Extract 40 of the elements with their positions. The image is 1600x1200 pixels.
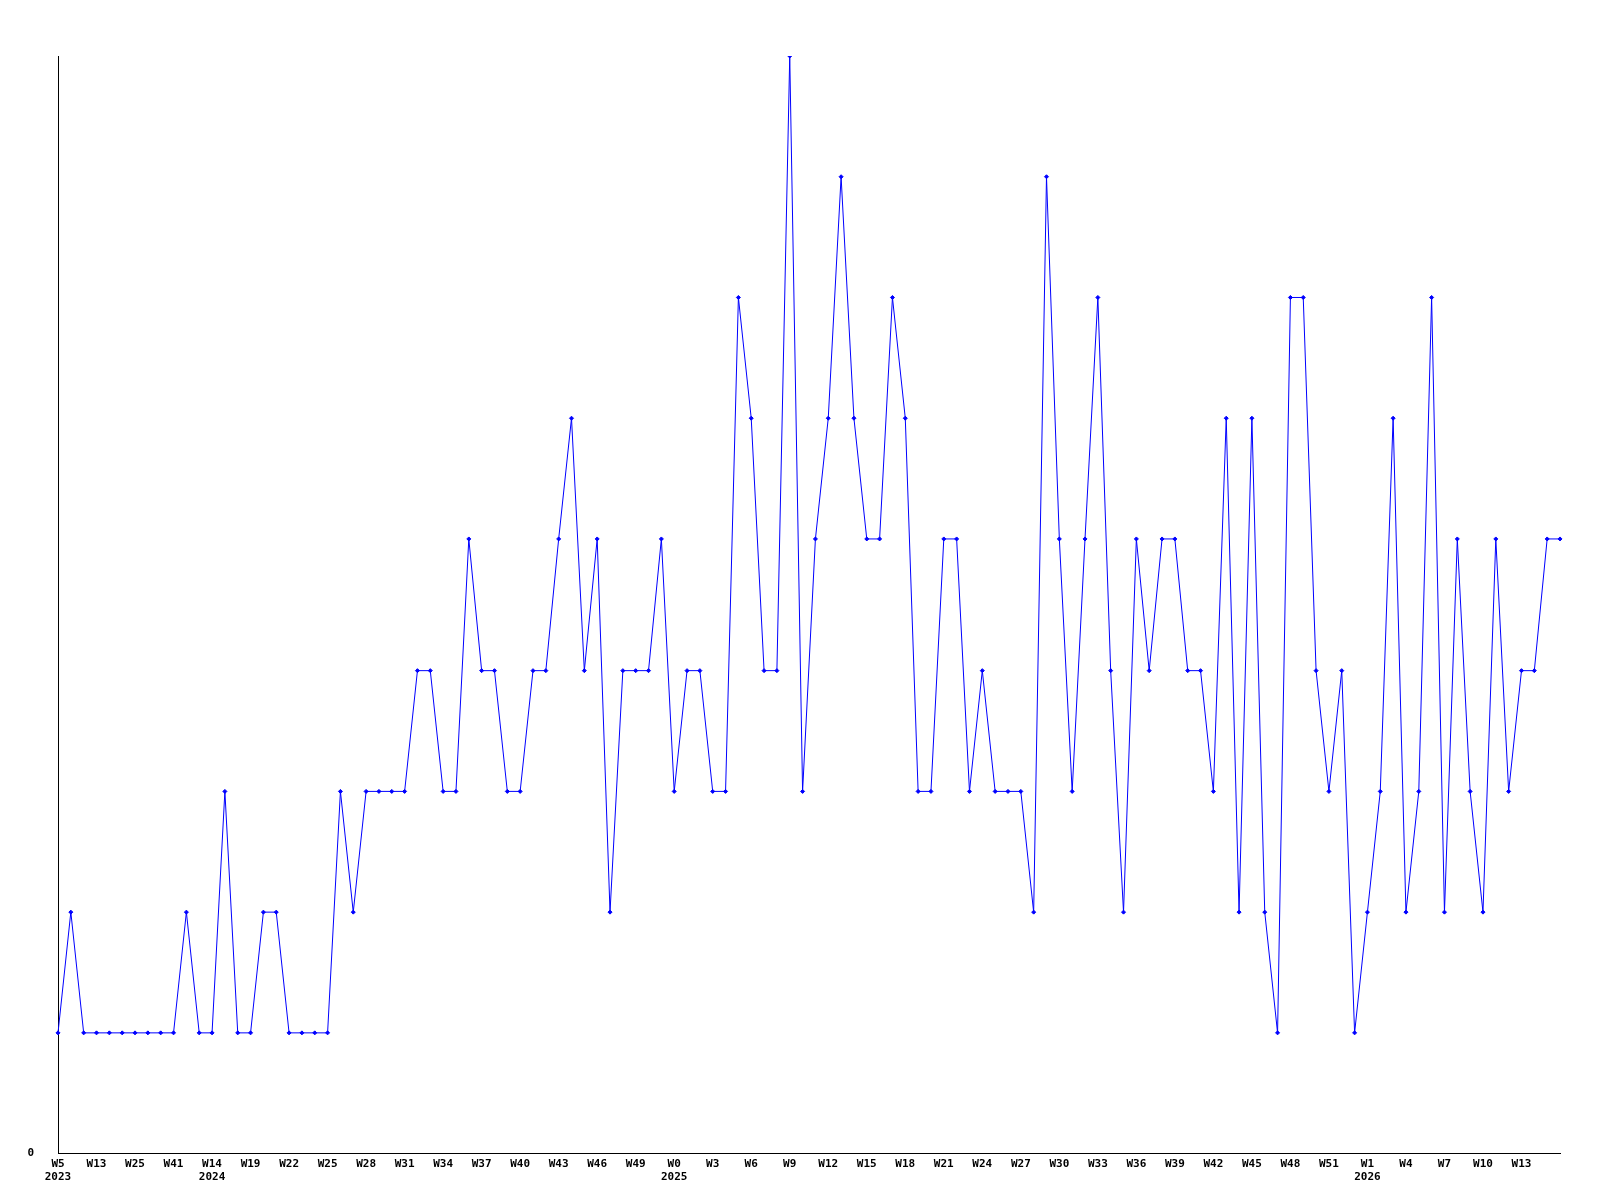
x-tick-label: W24: [972, 1157, 993, 1171]
x-tick-label: W0 2025: [660, 1157, 688, 1184]
x-tick-label: W51: [1318, 1157, 1340, 1171]
x-tick-label: W21: [933, 1157, 955, 1171]
x-tick-label: W49: [625, 1157, 646, 1171]
x-tick-label: W25: [317, 1157, 338, 1171]
x-tick-label: W18: [895, 1157, 916, 1171]
x-tick-label: W3: [706, 1157, 720, 1171]
x-tick-label: W7: [1437, 1157, 1452, 1171]
text: 0: [27, 1146, 34, 1160]
x-tick-label: W43: [548, 1157, 569, 1171]
x-tick-label: W40: [510, 1157, 531, 1171]
x-tick-label: W15: [856, 1157, 877, 1171]
x-tick-label: W31: [394, 1157, 415, 1171]
x-tick-label: W28: [356, 1157, 377, 1171]
x-tick-label: W25: [125, 1157, 145, 1171]
x-tick-label: W14 2024: [198, 1157, 226, 1184]
x-tick-label: W13: [86, 1157, 107, 1171]
x-tick-label: W41: [163, 1157, 184, 1171]
x-tick-label: W42: [1203, 1157, 1224, 1171]
x-tick-label: W5 2023: [44, 1157, 72, 1184]
x-tick-label: W10: [1473, 1157, 1493, 1171]
x-tick-label: W34: [433, 1157, 454, 1171]
x-tick-label: W37: [471, 1157, 492, 1171]
x-tick-label: W6: [744, 1157, 759, 1171]
x-tick-label: W33: [1087, 1157, 1108, 1171]
x-tick-label: W1 2026: [1354, 1157, 1382, 1184]
x-tick-label: W12: [818, 1157, 839, 1171]
x-tick-label: W13: [1511, 1157, 1532, 1171]
x-tick-label: W30: [1049, 1157, 1070, 1171]
x-tick-label: W19: [240, 1157, 261, 1171]
x-tick-label: W45: [1241, 1157, 1262, 1171]
x-tick-label: W9: [783, 1157, 797, 1171]
x-tick-label: W39: [1164, 1157, 1185, 1171]
x-tick-label: W22: [279, 1157, 300, 1171]
x-tick-label: W48: [1280, 1157, 1301, 1171]
x-tick-label: W4: [1399, 1157, 1413, 1171]
x-tick-label: W27: [1010, 1157, 1031, 1171]
x-tick-label: W46: [587, 1157, 608, 1171]
x-tick-label: W36: [1126, 1157, 1147, 1171]
